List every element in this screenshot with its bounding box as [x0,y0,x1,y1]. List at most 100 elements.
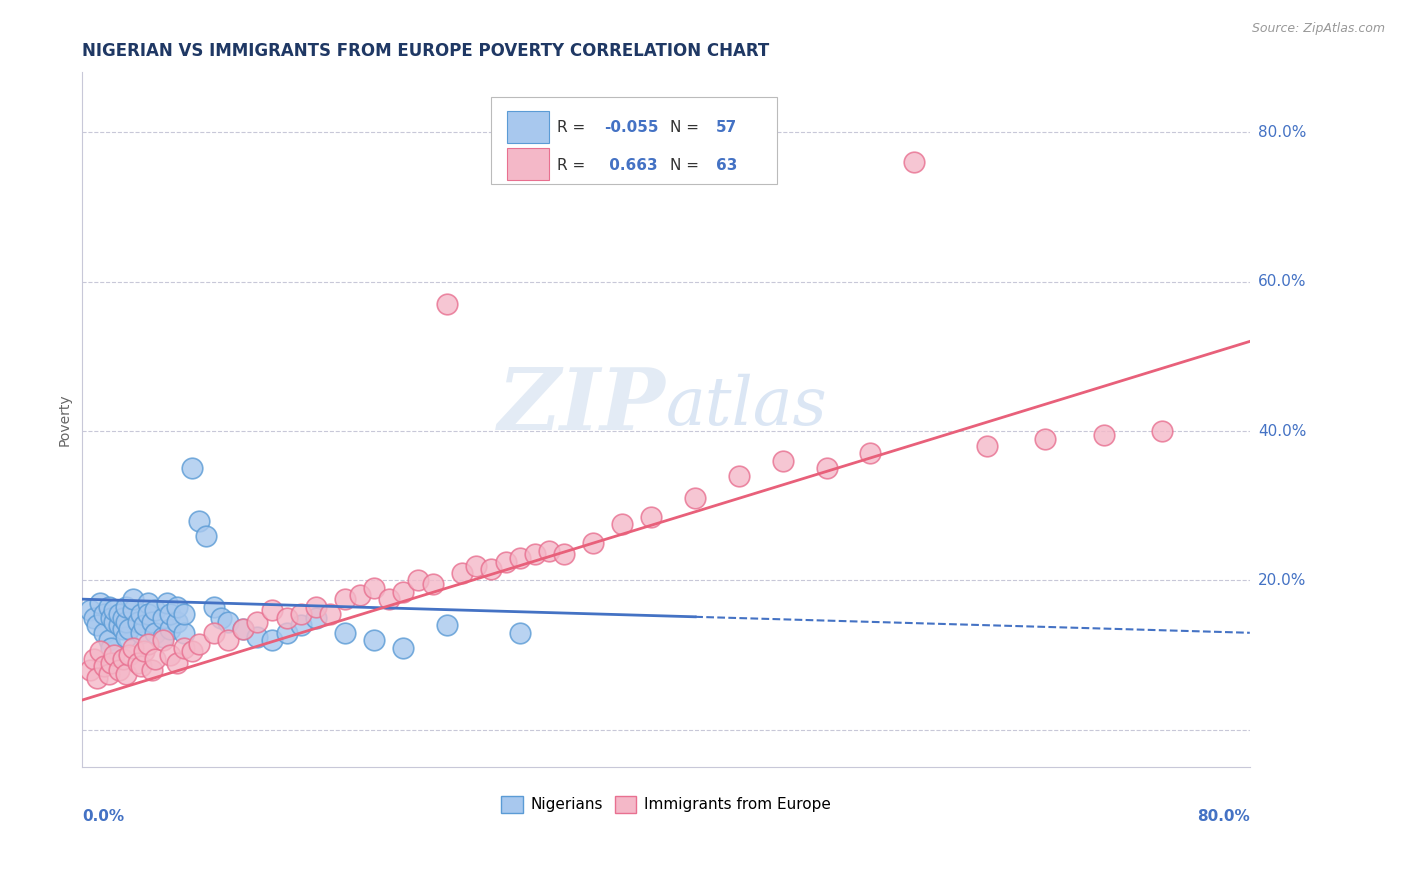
Point [136,607,159,621]
Point [93,625,115,640]
Point [363,633,385,648]
Point [118,622,141,636]
Point [188,637,211,651]
Point [166,599,188,614]
Point [156,596,179,610]
Text: 63: 63 [716,158,738,172]
Point [122,592,145,607]
Text: 80.0%: 80.0% [1197,809,1250,824]
Point [276,625,298,640]
Point [93,659,115,673]
Text: 57: 57 [716,120,738,135]
Text: 80.0%: 80.0% [1258,125,1306,140]
Point [107,618,129,632]
Point [115,615,138,629]
Text: -0.055: -0.055 [605,120,658,135]
Text: 0.0%: 0.0% [83,809,124,824]
Point [100,640,122,655]
Point [276,611,298,625]
Point [129,659,152,673]
Legend: Nigerians, Immigrants from Europe: Nigerians, Immigrants from Europe [495,789,837,819]
Point [86,618,108,632]
Point [166,615,188,629]
Point [772,454,794,468]
Point [97,633,120,648]
Point [79,603,101,617]
Point [118,648,141,663]
Point [1152,424,1174,438]
Point [859,446,882,460]
Point [180,644,202,658]
Point [260,633,283,648]
Point [422,577,444,591]
Point [582,536,605,550]
Point [79,663,101,677]
Point [260,603,283,617]
Point [83,611,105,625]
Point [143,652,166,666]
Point [100,656,122,670]
Point [903,155,925,169]
Point [115,599,138,614]
Point [217,633,239,648]
Point [640,510,662,524]
Point [246,630,269,644]
Point [378,592,401,607]
Text: R =: R = [557,120,591,135]
Text: N =: N = [669,120,703,135]
Point [232,622,254,636]
Point [202,599,225,614]
Point [232,622,254,636]
Point [509,551,531,566]
Text: Source: ZipAtlas.com: Source: ZipAtlas.com [1251,22,1385,36]
Point [976,439,998,453]
Point [246,615,269,629]
Point [305,599,328,614]
Point [141,615,163,629]
Point [129,625,152,640]
Point [333,592,356,607]
Point [209,611,232,625]
Point [683,491,706,506]
Point [152,633,174,648]
Point [195,529,218,543]
Point [103,648,125,663]
Point [1035,432,1057,446]
Text: NIGERIAN VS IMMIGRANTS FROM EUROPE POVERTY CORRELATION CHART: NIGERIAN VS IMMIGRANTS FROM EUROPE POVER… [83,42,769,60]
Point [815,461,838,475]
Point [217,615,239,629]
Point [173,625,195,640]
Point [89,644,111,658]
Text: 20.0%: 20.0% [1258,573,1306,588]
Point [115,630,138,644]
Point [143,625,166,640]
FancyBboxPatch shape [491,96,778,184]
Text: ZIP: ZIP [498,364,666,448]
Point [538,543,561,558]
Point [166,656,188,670]
Point [159,622,181,636]
Point [103,603,125,617]
Point [97,666,120,681]
Point [1092,427,1115,442]
FancyBboxPatch shape [508,148,550,180]
Text: R =: R = [557,158,591,172]
Point [127,656,149,670]
Point [523,547,546,561]
Point [728,469,751,483]
Point [93,607,115,621]
Point [392,584,415,599]
Text: 60.0%: 60.0% [1258,274,1306,289]
Point [349,589,371,603]
Point [97,599,120,614]
Point [107,663,129,677]
Point [136,596,159,610]
Point [159,607,181,621]
Point [333,625,356,640]
Point [495,555,517,569]
Point [363,581,385,595]
Text: atlas: atlas [666,374,828,439]
Point [290,607,312,621]
Point [392,640,415,655]
Y-axis label: Poverty: Poverty [58,393,72,446]
